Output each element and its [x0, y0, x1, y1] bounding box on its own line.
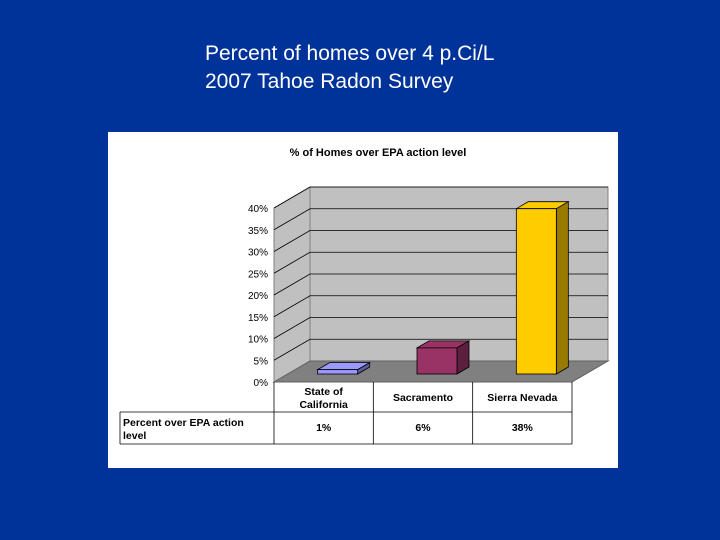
category-label: California	[299, 399, 348, 411]
table-row-label: level	[123, 430, 146, 442]
gridline	[273, 230, 608, 252]
y-tick-label: 35%	[248, 226, 268, 237]
gridline	[273, 186, 608, 209]
bar-chart: % of Homes over EPA action level 0% 5% 10% 1…	[119, 147, 610, 445]
gridline	[273, 317, 608, 339]
gridline	[273, 251, 608, 274]
y-tick-label: 5%	[254, 356, 269, 367]
category-label: Sacramento	[393, 392, 453, 404]
bar-side	[555, 201, 569, 375]
chart-panel: % of Homes over EPA action level 0% 5% 10% 1…	[108, 132, 618, 468]
y-tick-label: 25%	[248, 269, 268, 280]
table-value-label: 1%	[316, 422, 332, 434]
slide-title-line-1: Percent of homes over 4 p.Ci/L	[205, 42, 495, 65]
gridline	[273, 208, 608, 231]
gridline	[273, 295, 608, 318]
y-tick-label: 30%	[248, 248, 268, 259]
chart-title: % of Homes over EPA action level	[290, 147, 467, 159]
y-tick-label: 40%	[248, 204, 268, 215]
table-value-label: 6%	[415, 422, 431, 434]
slide-title: Percent of homes over 4 p.Ci/L 2007 Taho…	[205, 40, 494, 96]
y-tick-label: 0%	[254, 378, 269, 389]
bar	[515, 208, 557, 375]
y-tick-label: 10%	[248, 335, 268, 346]
y-tick-label: 20%	[248, 291, 268, 302]
gridline	[273, 273, 608, 296]
y-tick-label: 15%	[248, 313, 268, 324]
bar	[416, 347, 458, 375]
bar	[317, 369, 359, 375]
category-label: State of	[304, 386, 343, 398]
category-label: Sierra Nevada	[487, 392, 557, 404]
gridline	[273, 338, 608, 361]
table-row-label: Percent over EPA action	[123, 417, 244, 429]
slide-title-line-2: 2007 Tahoe Radon Survey	[205, 70, 454, 93]
table-value-label: 38%	[512, 422, 534, 434]
